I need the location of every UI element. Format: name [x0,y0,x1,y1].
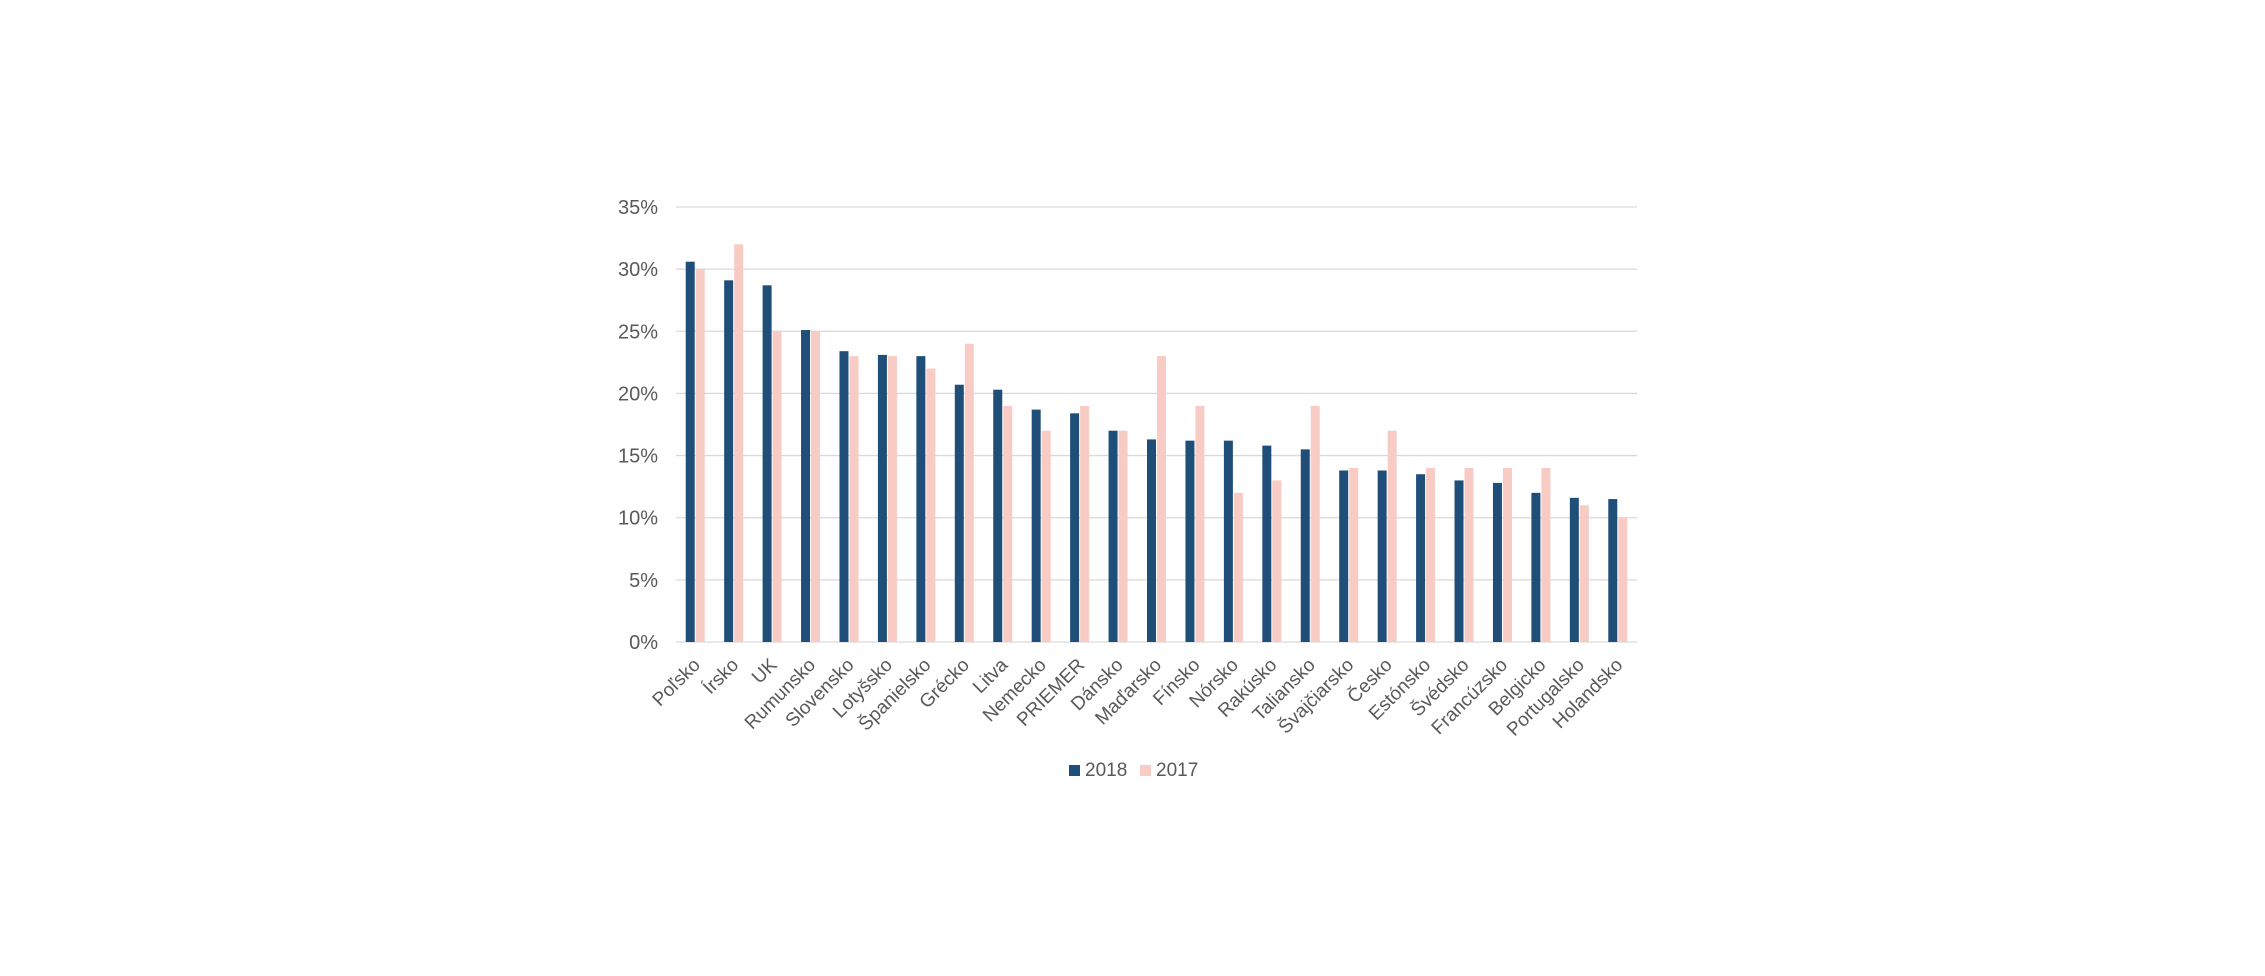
x-tick-label: Írsko [699,655,743,699]
y-tick-label: 35% [618,197,658,219]
bar-2018 [1569,497,1579,642]
y-tick-label: 20% [618,383,658,405]
bar-2018 [1185,440,1195,642]
bar-2017 [1157,356,1166,642]
bar-2017 [1618,517,1628,642]
bar-2018 [1454,480,1464,642]
bar-2017 [1387,430,1397,642]
bar-2018 [1223,440,1233,642]
bar-2017 [964,343,974,642]
bar-2018 [762,285,772,642]
bar-2017 [772,331,782,642]
bar-2017 [1041,430,1051,642]
bar-2018 [1147,439,1156,642]
bar-2017 [1310,405,1320,642]
bar-2018 [1300,449,1310,642]
bar-2018 [1262,445,1272,642]
y-tick-label: 5% [629,570,658,592]
bar-2017 [1195,405,1205,642]
bar-2017 [1579,505,1589,642]
bar-2017 [1426,468,1436,642]
bar-2017 [1502,468,1512,642]
bar-2017 [734,244,744,643]
bars [685,244,1628,643]
bar-2018 [877,354,887,642]
bar-2017 [1003,405,1013,642]
bar-2017 [1118,430,1128,642]
bar-2018 [1608,499,1618,642]
y-axis-ticks: 0% 5% 10% 15% 20% 25% 30% 35% [618,197,658,654]
bar-2017 [1541,468,1551,642]
bar-2018 [993,389,1003,642]
legend: 2018 2017 [1069,760,1198,781]
gridlines [676,206,1637,643]
bar-2018 [1377,470,1387,642]
legend-swatch [1140,765,1151,776]
bar-2017 [1272,480,1282,642]
bar-2018 [1108,430,1118,642]
bar-2018 [954,384,964,642]
y-tick-label: 15% [618,446,658,468]
bar-2017 [1349,468,1359,642]
bar-2018 [1070,413,1080,642]
bar-2017 [1080,405,1090,642]
x-tick-label: Poľsko [649,655,705,711]
bar-2018 [916,356,926,642]
y-tick-label: 25% [618,321,658,343]
y-tick-label: 0% [629,632,658,654]
bar-2018 [1031,409,1041,642]
bar-2018 [801,330,811,642]
bar-2018 [1339,470,1349,642]
y-tick-label: 30% [618,259,658,281]
bar-2017 [887,356,897,642]
bar-2018 [1531,492,1541,642]
bar-2018 [1416,474,1426,642]
bar-2017 [1464,468,1474,642]
legend-swatch [1069,765,1080,776]
y-tick-label: 10% [618,508,658,530]
bar-2018 [839,351,849,642]
bar-2017 [1233,492,1243,642]
legend-label: 2017 [1156,760,1198,781]
bar-2017 [811,331,821,642]
bar-2017 [695,269,705,642]
bar-2017 [926,368,936,642]
bar-2018 [685,261,695,642]
bar-2018 [724,280,734,642]
legend-label: 2018 [1085,760,1127,781]
bar-2018 [1492,482,1502,642]
bar-2017 [849,356,859,642]
